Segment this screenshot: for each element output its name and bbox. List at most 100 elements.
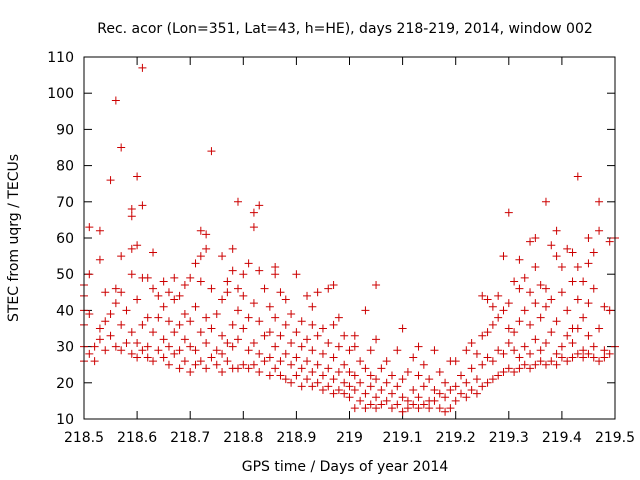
data-point	[318, 324, 327, 333]
data-point	[547, 328, 556, 337]
data-point	[504, 338, 513, 347]
data-point	[292, 328, 301, 337]
data-point	[255, 349, 264, 358]
y-tick-label: 90	[56, 122, 74, 138]
data-point	[435, 389, 444, 398]
data-point	[223, 288, 232, 297]
data-point	[536, 357, 545, 366]
data-point	[127, 205, 136, 214]
data-point	[446, 386, 455, 395]
data-point	[345, 393, 354, 402]
data-point	[239, 360, 248, 369]
data-point	[329, 320, 338, 329]
x-tick-label: 219.2	[436, 430, 476, 446]
data-point	[573, 172, 582, 181]
data-point	[563, 357, 572, 366]
data-point	[552, 349, 561, 358]
data-point	[435, 404, 444, 413]
data-point	[117, 288, 126, 297]
data-point	[202, 364, 211, 373]
data-point	[340, 378, 349, 387]
data-point	[164, 288, 173, 297]
data-point	[340, 389, 349, 398]
data-point	[244, 346, 253, 355]
data-point	[573, 295, 582, 304]
data-point	[175, 364, 184, 373]
data-point	[541, 284, 550, 293]
data-point	[478, 360, 487, 369]
y-tick-label: 80	[56, 159, 74, 175]
data-point	[515, 353, 524, 362]
data-point	[111, 299, 120, 308]
data-point	[175, 291, 184, 300]
data-point	[568, 353, 577, 362]
data-point	[584, 234, 593, 242]
data-point	[233, 284, 242, 293]
data-point	[95, 335, 104, 344]
data-point	[483, 353, 492, 362]
y-tick-label: 60	[56, 231, 74, 247]
data-point	[318, 371, 327, 380]
data-point	[138, 346, 147, 355]
data-point	[419, 360, 428, 369]
data-point	[579, 277, 588, 286]
data-point	[228, 342, 237, 351]
data-point	[579, 313, 588, 322]
data-point	[191, 346, 200, 355]
data-point	[441, 393, 450, 402]
data-point	[255, 201, 264, 210]
data-point	[600, 302, 609, 311]
data-point	[504, 208, 513, 217]
data-point	[377, 400, 386, 409]
data-point	[281, 349, 290, 358]
data-point	[541, 302, 550, 311]
data-point	[223, 277, 232, 286]
data-point	[318, 386, 327, 395]
data-point	[515, 364, 524, 373]
data-point	[265, 371, 274, 380]
data-point	[510, 346, 519, 355]
data-point	[281, 375, 290, 384]
data-point	[435, 367, 444, 376]
data-point	[159, 353, 168, 362]
data-point	[478, 382, 487, 391]
data-point	[95, 226, 104, 235]
data-point	[196, 328, 205, 337]
data-point	[170, 328, 179, 337]
data-point	[589, 284, 598, 293]
data-point	[350, 386, 359, 395]
data-point	[191, 302, 200, 311]
data-point	[218, 295, 227, 304]
data-point	[271, 313, 280, 322]
data-point	[292, 371, 301, 380]
data-point	[531, 299, 540, 308]
data-point	[95, 255, 104, 264]
data-point	[207, 284, 216, 293]
x-tick-label: 218.7	[170, 430, 210, 446]
data-point	[403, 396, 412, 405]
data-point	[589, 353, 598, 362]
data-point	[90, 342, 99, 351]
data-point	[345, 367, 354, 376]
data-point	[547, 295, 556, 304]
data-point	[510, 367, 519, 376]
data-point	[536, 313, 545, 322]
data-point	[595, 324, 604, 333]
data-points	[80, 63, 619, 416]
x-tick-label: 219.3	[489, 430, 529, 446]
data-point	[218, 349, 227, 358]
data-point	[557, 342, 566, 351]
data-point	[308, 320, 317, 329]
data-point	[186, 342, 195, 351]
data-point	[536, 346, 545, 355]
data-point	[419, 382, 428, 391]
data-point	[472, 349, 481, 358]
data-point	[488, 320, 497, 329]
data-point	[127, 349, 136, 358]
data-point	[334, 342, 343, 351]
data-point	[499, 367, 508, 376]
data-point	[563, 244, 572, 253]
data-point	[372, 375, 381, 384]
data-point	[557, 288, 566, 297]
data-point	[334, 313, 343, 322]
